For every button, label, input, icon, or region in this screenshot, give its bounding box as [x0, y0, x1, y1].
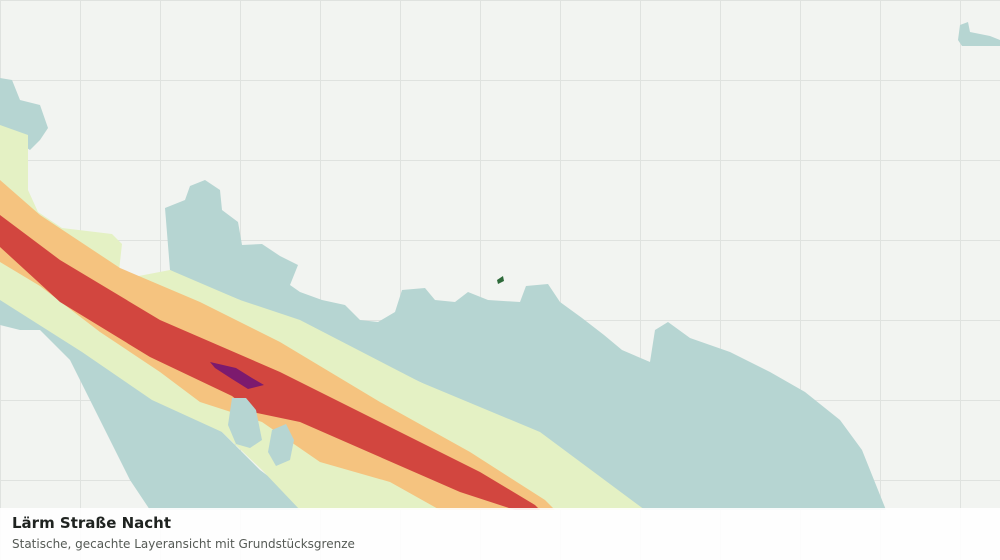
- noise-band-medium: [0, 180, 555, 510]
- layer-title: Lärm Straße Nacht: [12, 514, 171, 532]
- noise-layer: [0, 125, 645, 510]
- water: [268, 424, 294, 466]
- info-panel: [0, 508, 1000, 560]
- noise-band-highest: [210, 362, 264, 389]
- parcel: [497, 276, 504, 284]
- noise-band-low: [0, 125, 645, 510]
- water: [228, 398, 262, 448]
- noise-band-high: [0, 215, 540, 510]
- layer-subtitle: Statische, gecachte Layeransicht mit Gru…: [12, 537, 355, 551]
- water: [165, 180, 886, 510]
- water: [958, 22, 1000, 46]
